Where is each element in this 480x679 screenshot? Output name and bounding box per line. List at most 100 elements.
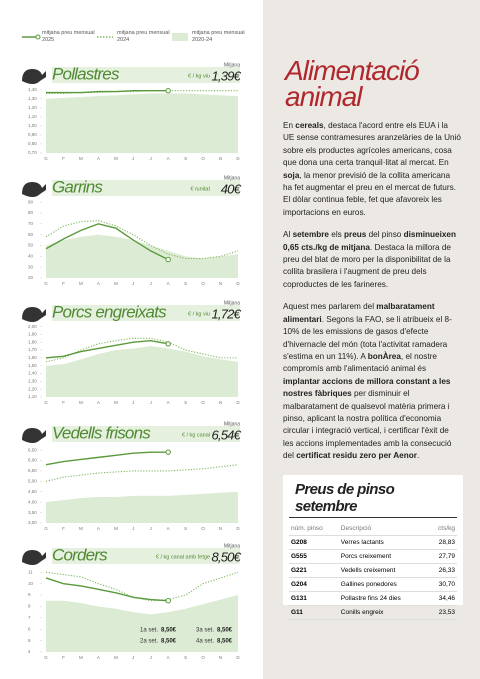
x-tick-label: J bbox=[132, 400, 134, 405]
x-tick-label: A bbox=[97, 400, 100, 405]
y-tick-label: 3,00 bbox=[28, 520, 37, 525]
title-band bbox=[52, 305, 240, 321]
end-marker bbox=[165, 449, 171, 455]
x-tick-label: J bbox=[132, 526, 134, 531]
title-band bbox=[52, 67, 240, 83]
x-tick-label: F bbox=[62, 400, 65, 405]
x-tick-label: A bbox=[167, 526, 170, 531]
text: . Segons la FAO, se li atribueix el 8-10… bbox=[283, 314, 452, 361]
line bbox=[45, 571, 239, 602]
x-tick-label: D bbox=[236, 526, 240, 531]
y-tick-label: 1,40 bbox=[28, 371, 37, 376]
legend-label: mitjana preu mensual 2020-24 bbox=[192, 30, 245, 43]
x-tick-label: N bbox=[219, 156, 222, 161]
x-tick-label: M bbox=[114, 526, 118, 531]
y-tick-label: 9 bbox=[28, 592, 31, 597]
article-title: Alimentació animal bbox=[285, 57, 420, 111]
bold-text: bonÀrea bbox=[367, 351, 401, 361]
x-tick-label: F bbox=[62, 655, 65, 660]
x-tick-label: G bbox=[44, 655, 48, 660]
y-tick-label: 6 bbox=[28, 626, 31, 631]
text: , la menor previsió de la collita americ… bbox=[283, 170, 456, 217]
y-tick-label: 90 bbox=[28, 199, 34, 204]
legend-swatch bbox=[172, 33, 188, 41]
cell: G555 bbox=[289, 549, 339, 564]
y-tick-label: 0,80 bbox=[28, 141, 37, 146]
x-tick-label: M bbox=[79, 655, 83, 660]
end-marker bbox=[165, 341, 171, 347]
x-tick-label: J bbox=[132, 655, 134, 660]
area bbox=[46, 234, 238, 278]
annotation-label: 1a set. bbox=[140, 628, 158, 634]
annotation-value: 8,50€ bbox=[217, 628, 233, 634]
x-tick-label: J bbox=[132, 156, 134, 161]
chart-title: Garrins bbox=[52, 177, 103, 196]
title-band bbox=[52, 180, 240, 196]
paragraph: Al setembre els preus del pinso disminue… bbox=[283, 229, 461, 291]
avg-value: 40€ bbox=[221, 181, 242, 196]
y-tick-label: 80 bbox=[28, 210, 34, 215]
x-tick-label: S bbox=[184, 655, 187, 660]
y-tick-label: 1,00 bbox=[28, 123, 37, 128]
avg-label: Mitjana bbox=[224, 421, 240, 427]
text: Al bbox=[283, 230, 293, 240]
cell: G208 bbox=[289, 535, 339, 550]
x-tick-label: O bbox=[201, 526, 205, 531]
column-header: cts/kg bbox=[427, 522, 457, 536]
y-tick-label: 60 bbox=[28, 232, 34, 237]
x-tick-label: M bbox=[79, 526, 83, 531]
article-body: En cereals, destaca l'acord entre els EU… bbox=[283, 120, 461, 473]
x-tick-label: S bbox=[184, 156, 187, 161]
x-tick-label: A bbox=[167, 400, 170, 405]
y-tick-label: 8 bbox=[28, 604, 31, 609]
x-tick-label: S bbox=[184, 526, 187, 531]
y-tick-label: 0,70 bbox=[28, 150, 37, 155]
text: , el nostre compromís amb l'alimentació … bbox=[283, 351, 437, 374]
row: G221 Vedells creixement 26,33 bbox=[289, 563, 457, 578]
x-tick-label: G bbox=[44, 156, 48, 161]
x-tick-label: N bbox=[219, 281, 222, 286]
cell: G221 bbox=[289, 563, 339, 578]
y-tick-label: 40 bbox=[28, 254, 34, 259]
x-tick-label: F bbox=[62, 526, 65, 531]
unit: € / kg canal bbox=[182, 432, 210, 438]
y-tick-label: 1,20 bbox=[28, 105, 37, 110]
y-tick-label: 1,10 bbox=[28, 114, 37, 119]
line bbox=[45, 337, 238, 363]
x-tick-label: F bbox=[62, 156, 65, 161]
y-tick-label: 3,50 bbox=[28, 510, 37, 515]
y-tick-label: 11 bbox=[28, 569, 33, 574]
x-tick-label: S bbox=[184, 400, 187, 405]
avg-label: Mitjana bbox=[224, 62, 240, 68]
line bbox=[46, 90, 169, 94]
x-tick-label: D bbox=[236, 281, 240, 286]
end-marker bbox=[165, 256, 171, 263]
cell: 30,70 bbox=[427, 577, 457, 592]
x-tick-label: M bbox=[114, 156, 118, 161]
cell: Conills engreix bbox=[338, 605, 428, 620]
line bbox=[45, 339, 169, 359]
x-tick-label: M bbox=[114, 281, 118, 286]
x-tick-label: S bbox=[184, 281, 187, 286]
area bbox=[46, 595, 238, 652]
annotation-label: 4a set. bbox=[196, 639, 214, 645]
chart-title: Vedells frisons bbox=[52, 423, 151, 442]
line bbox=[45, 464, 239, 482]
cell: Porcs creixement bbox=[338, 549, 428, 564]
x-tick-label: A bbox=[167, 156, 170, 161]
text: En bbox=[283, 121, 296, 130]
cell: 28,83 bbox=[427, 535, 457, 550]
x-tick-label: J bbox=[150, 281, 152, 286]
text: per disminuir el malbaratament de qualse… bbox=[283, 389, 452, 461]
x-tick-label: G bbox=[44, 526, 48, 531]
x-tick-label: N bbox=[219, 655, 222, 660]
x-tick-label: G bbox=[44, 281, 48, 286]
y-tick-label: 6,50 bbox=[28, 447, 37, 452]
legend-label: mitjana preu mensual 2025 bbox=[42, 30, 95, 43]
unit: € / kg canal amb fetge bbox=[156, 554, 210, 560]
line bbox=[45, 220, 239, 260]
y-tick-label: 70 bbox=[28, 221, 34, 226]
row: G131 Pollastre fins 24 dies 34,46 bbox=[289, 591, 457, 606]
unit: € / kg viu bbox=[188, 73, 210, 79]
